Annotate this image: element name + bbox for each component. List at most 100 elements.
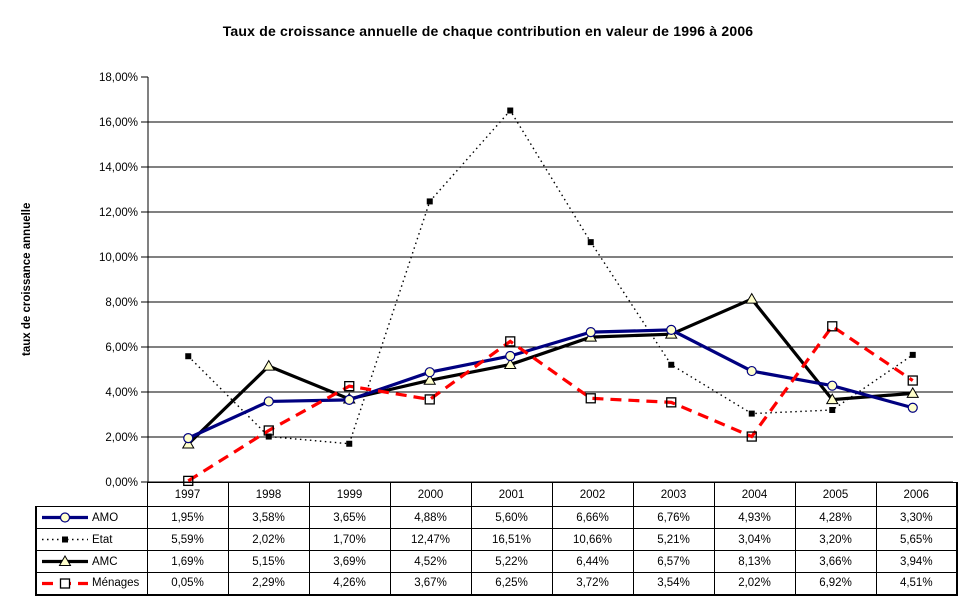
y-tick-label: 14,00% [99,162,138,174]
value-cell: 4,51% [875,572,958,596]
y-tick-label: 18,00% [99,72,138,84]
marker-square-filled [829,407,836,413]
value-cell: 5,22% [470,550,553,573]
value-cell: 8,13% [713,550,796,573]
value-cell: 12,47% [389,528,472,551]
legend-key-icon [42,512,88,523]
value-cell: 6,57% [632,550,715,573]
marker-triangle [58,555,72,566]
year-header-cell: 2004 [713,482,796,507]
marker-square-open [666,397,677,408]
legend-cell: AMO [35,506,148,529]
marker-circle [424,367,435,378]
value-cell: 2,29% [227,572,310,596]
series-line-AMO [187,328,914,440]
marker-square-open [59,578,71,589]
value-cell: 3,72% [551,572,634,596]
marker-square-filled [507,107,514,114]
value-cell: 5,15% [227,550,310,573]
marker-circle [827,380,838,391]
value-cell: 3,58% [227,506,310,529]
y-tick-label: 4,00% [105,387,138,399]
legend-cell: Ménages [35,572,148,596]
value-cell: 1,95% [146,506,229,529]
year-header-cell: 1997 [146,482,229,507]
series-line-Etat [187,109,914,445]
series-line-Ménages [187,324,914,483]
marker-triangle [664,327,678,339]
value-cell: 6,66% [551,506,634,529]
marker-square-filled [587,239,594,246]
value-cell: 5,65% [875,528,958,551]
legend-key-icon [42,536,88,543]
year-header-cell: 2006 [875,482,958,507]
table-header-row: 1997 1998 1999 2000 2001 2002 2003 2004 2005 2006 [36,482,958,507]
marker-triangle [262,359,276,371]
series-label: Ménages [92,577,140,590]
value-cell: 4,52% [389,550,472,573]
table-header: 1997 1998 1999 2000 2001 2002 2003 2004 2005 2006 [36,482,958,507]
legend-key-icon [42,578,88,589]
marker-square-open [746,431,757,442]
y-tick-label: 16,00% [99,117,138,129]
y-tick-label: 10,00% [99,252,138,264]
chart-title: Taux de croissance annuelle de chaque co… [222,23,754,39]
series-line-AMC [187,297,913,446]
value-cell: 3,30% [875,506,958,529]
year-header-cell: 2000 [389,482,472,507]
value-cell: 3,94% [875,550,958,573]
value-cell: 1,69% [146,550,229,573]
table-row: AMC 1,69% 5,15% 3,69% 4,52% 5,22% 6,44% 6,57% 8,… [35,550,958,573]
marker-triangle [906,386,920,398]
series-label: Etat [92,533,113,546]
marker-circle [263,396,274,407]
marker-square-filled [346,440,353,447]
value-cell: 6,92% [794,572,877,596]
year-header-cell: 1998 [227,482,310,507]
corner-blank-cell [36,483,147,507]
value-cell: 4,26% [308,572,391,596]
value-cell: 6,76% [632,506,715,529]
value-cell: 4,93% [713,506,796,529]
marker-triangle [423,373,437,385]
value-cell: 2,02% [227,528,310,551]
marker-square-open [505,336,516,347]
marker-square-filled [909,351,916,358]
value-cell: 3,54% [632,572,715,596]
y-tick-label: 2,00% [105,432,138,444]
year-header-cell: 1999 [308,482,391,507]
marker-circle [183,433,194,444]
marker-circle [505,350,516,362]
year-header-cell: 2001 [470,482,553,507]
marker-square-filled [668,361,675,368]
marker-triangle [584,330,598,342]
year-header-cell: 2003 [632,482,715,507]
value-cell: 5,21% [632,528,715,551]
table-body: AMO 1,95% 3,58% 3,65% 4,88% 5,60% 6,66% 6,76% 4,… [35,506,958,596]
value-cell: 5,60% [470,506,553,529]
value-cell: 6,44% [551,550,634,573]
value-cell: 3,66% [794,550,877,573]
marker-square-open [585,393,596,404]
value-cell: 0,05% [146,572,229,596]
legend-cell: Etat [35,528,148,551]
marker-circle [666,324,677,335]
table-row: Etat 5,59% 2,02% 1,70% 12,47% 16,51% 10,66% 5,2… [35,528,958,551]
value-cell: 3,69% [308,550,391,573]
value-cell: 3,20% [794,528,877,551]
value-cell: 5,59% [146,528,229,551]
series-label: AMO [92,511,119,524]
legend-cell: AMC [35,550,148,573]
value-cell: 6,25% [470,572,553,596]
marker-triangle [825,393,839,405]
y-tick-label: 8,00% [105,297,138,309]
marker-square-filled [426,198,433,205]
value-cell: 2,02% [713,572,796,596]
data-table: 1997 1998 1999 2000 2001 2002 2003 2004 2005 2006… [35,482,958,596]
marker-square-open [907,375,918,386]
marker-square-open [344,380,355,392]
marker-triangle [745,292,759,304]
table-row: AMO 1,95% 3,58% 3,65% 4,88% 5,60% 6,66% 6,76% 4,… [35,506,958,529]
value-cell: 3,65% [308,506,391,529]
